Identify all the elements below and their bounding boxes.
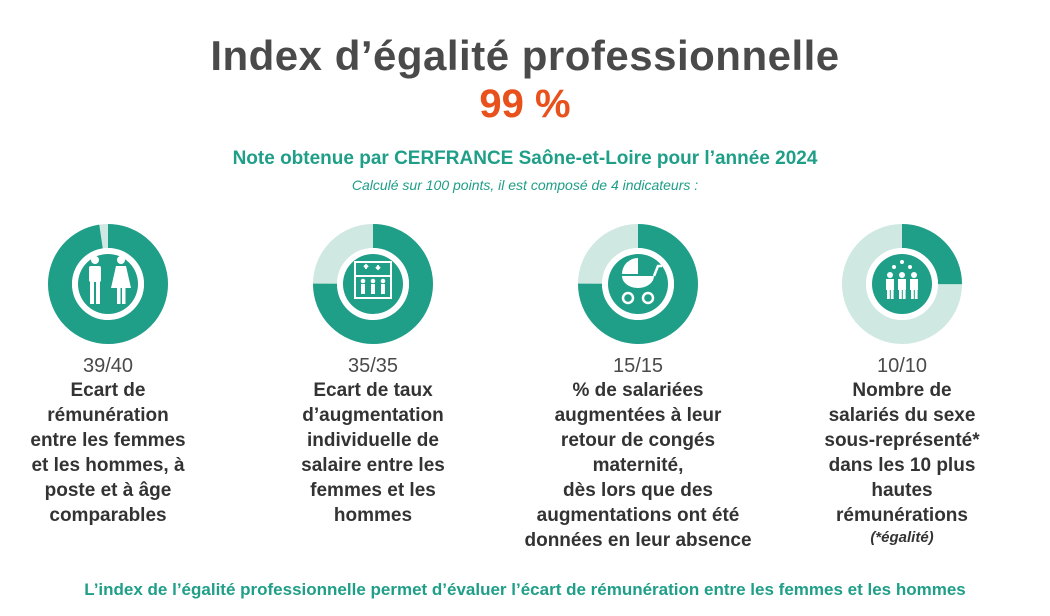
footer-note: L’index de l’égalité professionnelle per…	[84, 580, 966, 599]
indicator-note: (*égalité)	[870, 529, 934, 546]
indicator-maternity: 15/15 % de salariées augmentées à leur r…	[508, 222, 768, 553]
indicator-pay-gap: 39/40 Ecart de rémunération entre les fe…	[0, 222, 238, 528]
indicator-score: 35/35	[347, 355, 399, 377]
donut-fill	[313, 224, 433, 344]
subtitle: Note obtenue par CERFRANCE Saône-et-Loir…	[232, 148, 818, 169]
indicator-label: Ecart de taux d’augmentation individuell…	[301, 380, 445, 526]
elevator-icon	[354, 261, 392, 299]
donut-fill	[48, 224, 168, 344]
indicator-score: 15/15	[612, 355, 664, 377]
donut-chart	[578, 224, 698, 344]
donut-chart	[313, 224, 433, 344]
indicator-label: Ecart de rémunération entre les femmes e…	[30, 380, 186, 526]
indicator-raise-gap: 35/35 Ecart de taux d’augmentation indiv…	[243, 222, 503, 528]
group-icon	[886, 260, 918, 299]
description: Calculé sur 100 points, il est composé d…	[351, 177, 699, 193]
donut-chart	[48, 224, 168, 344]
indicator-label: Nombre de salariés du sexe sous-représen…	[824, 380, 980, 526]
indicator-score: 39/40	[82, 355, 134, 377]
indicator-score: 10/10	[876, 355, 928, 377]
man-woman-icon	[89, 256, 131, 304]
donut-chart	[842, 224, 962, 344]
global-score: 99 %	[479, 82, 571, 126]
stroller-icon	[621, 258, 662, 305]
page-title: Index d’égalité professionnelle	[210, 32, 840, 79]
donut-fill	[842, 224, 962, 344]
donut-fill	[578, 224, 698, 344]
indicator-top-salaries: 10/10 Nombre de salariés du sexe sous-re…	[772, 222, 1032, 548]
indicator-label: % de salariées augmentées à leur retour …	[524, 380, 752, 551]
